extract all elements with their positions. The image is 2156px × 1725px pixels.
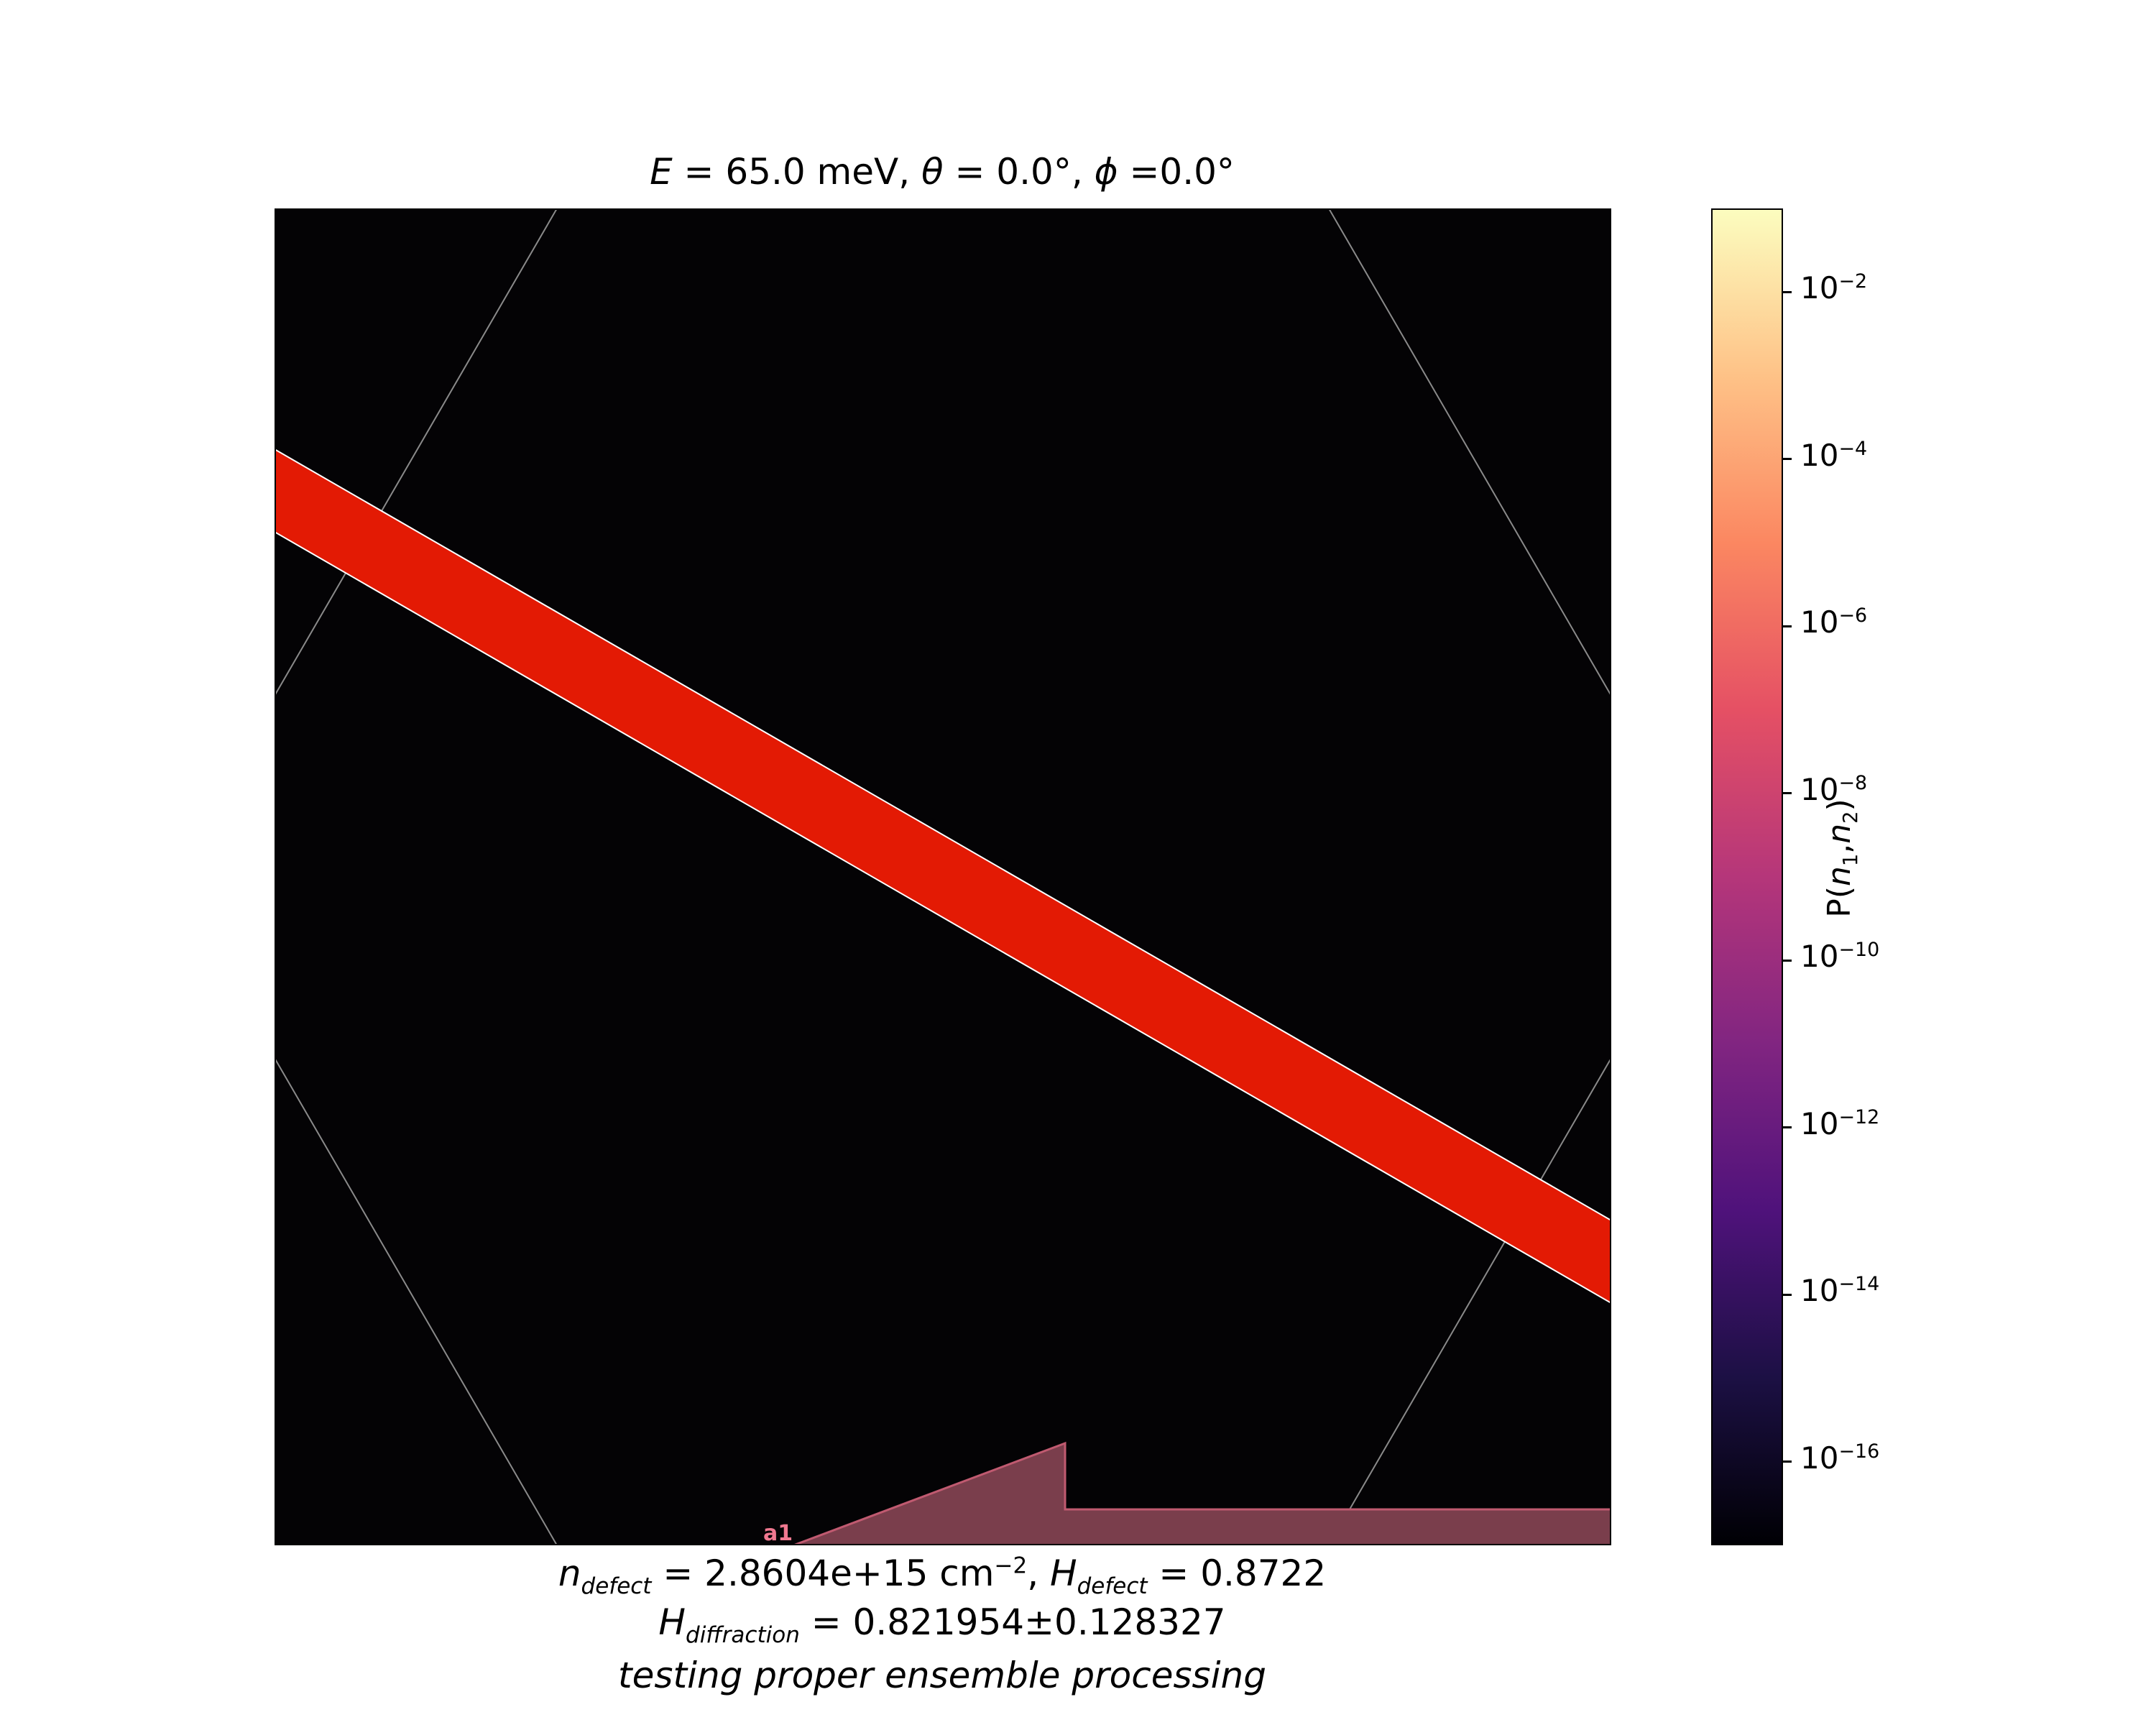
n-sub: defect [581, 1573, 652, 1599]
tick-exponent: −12 [1838, 1105, 1880, 1128]
grid-line [1328, 208, 1611, 696]
h-sub: defect [1077, 1573, 1148, 1599]
heatmap-plot: a1 [275, 208, 1611, 1545]
band-edge-top [275, 448, 1611, 1221]
tick-exponent: −6 [1838, 604, 1868, 627]
chart-title: E = 65.0 meV, θ = 0.0°, ϕ =0.0° [0, 151, 1884, 193]
colorbar-tick-mark [1783, 959, 1792, 962]
title-theta-value: = 0.0°, [943, 151, 1095, 193]
colorbar-tick-mark [1783, 1293, 1792, 1296]
title-phi-var: ϕ [1094, 151, 1118, 193]
tick-base: 10 [1800, 270, 1839, 306]
colorbar-gradient [1711, 208, 1783, 1545]
colorbar-tick-label: 10−2 [1800, 270, 1867, 305]
colorbar-label: P(n1,n2) [1821, 772, 1862, 944]
tick-base: 10 [1800, 1273, 1839, 1309]
h-var: H [1049, 1552, 1077, 1594]
tick-exponent: −8 [1838, 771, 1868, 794]
tick-exponent: −4 [1838, 437, 1868, 460]
tick-exponent: −10 [1838, 939, 1880, 962]
h-value: = 0.8722 [1147, 1552, 1327, 1594]
title-energy-value: = 65.0 meV, [672, 151, 922, 193]
tick-base: 10 [1800, 771, 1839, 807]
colorbar-tick-mark [1783, 1126, 1792, 1129]
n-value: = 2.8604e+15 cm [651, 1552, 995, 1594]
tick-base: 10 [1800, 604, 1839, 640]
tick-base: 10 [1800, 939, 1839, 975]
defect-line: ndefect = 2.8604e+15 cm−2, Hdefect = 0.8… [0, 1552, 1884, 1599]
grid-line [275, 208, 558, 696]
tick-exponent: −16 [1838, 1440, 1880, 1463]
colorbar [1711, 208, 1783, 1545]
tick-base: 10 [1800, 437, 1839, 473]
tick-base: 10 [1800, 1105, 1839, 1141]
tick-base: 10 [1800, 1440, 1839, 1476]
cbar-label-sub1: 1 [1839, 853, 1862, 867]
n-exp: −2 [994, 1552, 1028, 1579]
diffraction-band [275, 449, 1611, 1303]
colorbar-tick-label: 10−10 [1800, 939, 1879, 974]
cbar-label-comma: , [1821, 843, 1858, 854]
cbar-label-sub2: 2 [1839, 811, 1862, 824]
tick-exponent: −14 [1838, 1273, 1880, 1296]
band-edge-bottom [275, 531, 1611, 1304]
colorbar-tick-mark [1783, 458, 1792, 461]
colorbar-tick-mark [1783, 1460, 1792, 1463]
plot-frame [275, 208, 1611, 1545]
a1-patch [793, 1441, 1611, 1545]
hex-grid [275, 208, 1611, 1545]
colorbar-tick-label: 10−14 [1800, 1273, 1879, 1308]
colorbar-tick-label: 10−4 [1800, 438, 1867, 473]
colorbar-tick-label: 10−6 [1800, 604, 1867, 640]
title-energy-var: E [650, 151, 673, 193]
colorbar-tick-mark [1783, 290, 1792, 293]
note-line: testing proper ensemble processing [618, 1655, 1266, 1696]
title-phi-value: =0.0° [1118, 151, 1235, 193]
colorbar-tick-label: 10−8 [1800, 772, 1867, 807]
tick-exponent: −2 [1838, 270, 1868, 293]
hd-var: H [658, 1601, 686, 1643]
cbar-label-close: ) [1821, 799, 1858, 811]
cbar-label-n2: n [1821, 823, 1858, 844]
colorbar-tick-mark [1783, 625, 1792, 627]
cbar-label-n1: n [1821, 866, 1858, 886]
diffraction-line: Hdiffraction = 0.821954±0.128327 [0, 1601, 1884, 1648]
a1-label: a1 [763, 1521, 793, 1545]
hd-value: = 0.821954±0.128327 [799, 1601, 1226, 1643]
n-var: n [558, 1552, 581, 1594]
grid-line [275, 1057, 558, 1545]
title-theta-var: θ [921, 151, 944, 193]
colorbar-tick-label: 10−16 [1800, 1440, 1879, 1476]
hd-sub: diffraction [686, 1622, 800, 1648]
colorbar-tick-mark [1783, 792, 1792, 795]
cbar-label-p: P( [1821, 886, 1858, 918]
colorbar-tick-label: 10−12 [1800, 1106, 1879, 1141]
sep: , [1027, 1552, 1050, 1594]
grid-line [1328, 1057, 1611, 1545]
